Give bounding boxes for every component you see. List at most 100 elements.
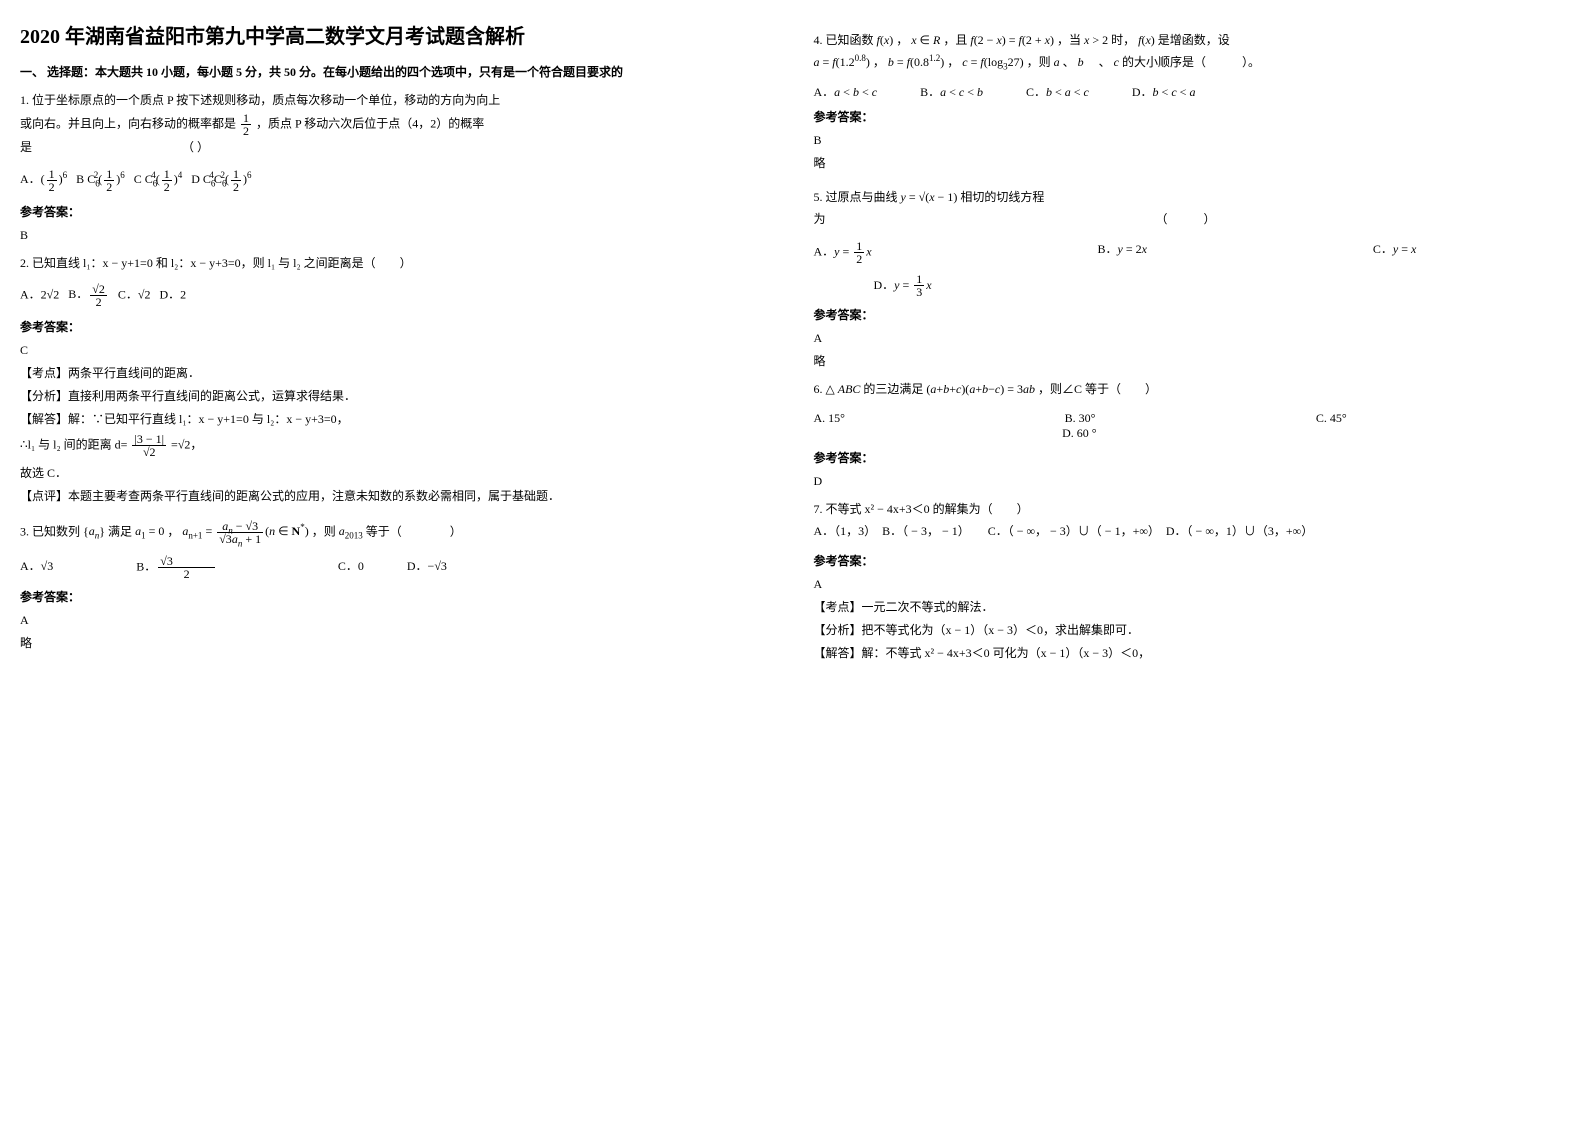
ans-label: 参考答案： (20, 318, 774, 335)
q2-kaodian: 【考点】两条平行直线间的距离． (20, 364, 774, 381)
q3-lue: 略 (20, 634, 774, 651)
q4-optA: A．a < b < c (814, 83, 878, 100)
eq-sqrt2: =√2， (171, 437, 202, 451)
q7-answer: A (814, 577, 1568, 592)
q1-text-b: 或向右。并且向上，向右移动的概率都是 (20, 116, 236, 130)
frac-half: 12 (241, 112, 251, 137)
q2-optC: C．√2 (118, 287, 151, 301)
q3-b: 满足 (108, 524, 135, 538)
q4-h: ， (947, 55, 959, 69)
q4-optC: C．b < a < c (1026, 83, 1089, 100)
q2-fenxi: 【分析】直接利用两条平行直线间的距离公式，运算求得结果． (20, 387, 774, 404)
question-7: 7. 不等式 x² − 4x+3＜0 的解集为（ ） A．（1，3） B．（ −… (814, 499, 1568, 542)
q2-jd-b-text: ∴l₁ 与 l₂ 间的距离 d= (20, 437, 127, 451)
q1-optD: D C64C62(12)6 (191, 172, 251, 186)
q3-c: ， (167, 524, 179, 538)
q4-vb: b (1078, 55, 1084, 69)
q3-optC: C．0 (338, 557, 364, 574)
q2-options: A．2√2 B．√22 C．√2 D．2 (20, 283, 774, 308)
q6-optB: B. 30° (1065, 411, 1316, 426)
q6-abc: ABC (838, 382, 861, 396)
q5-answer: A (814, 331, 1568, 346)
q6-optC: C. 45° (1316, 411, 1567, 426)
q4-j: 、 (1063, 55, 1075, 69)
q3-seq: {an} (83, 524, 105, 538)
q3-a: 3. 已知数列 (20, 524, 80, 538)
q2-text: 2. 已知直线 l₁：x − y+1=0 和 l₂：x − y+3=0，则 l₁… (20, 253, 774, 275)
q4-xgt2: x > 2 (1084, 33, 1108, 47)
page-title: 2020 年湖南省益阳市第九中学高二数学文月考试题含解析 (20, 20, 774, 49)
q4-xr: x ∈ R (911, 33, 940, 47)
q4-optD: D．b < c < a (1132, 83, 1196, 100)
q4-sym: f(2 − x) = f(2 + x) (970, 33, 1054, 47)
q2-optD: D．2 (159, 287, 186, 301)
q1-line1: 1. 位于坐标原点的一个质点 P 按下述规则移动，质点每次移动一个单位，移动的方… (20, 90, 774, 112)
q5-optC: C．y = x (1373, 240, 1416, 265)
q4-cdef: c = f(log327) (962, 55, 1023, 69)
q4-options: A．a < b < c B．a < c < b C．b < a < c D．b … (814, 83, 1568, 100)
q3-rec: an+1 = an − √3√3an + 1(n ∈ N*) (182, 524, 308, 538)
q6-a: 6. △ (814, 382, 835, 396)
q2-jieda-c: 故选 C． (20, 464, 774, 481)
q3-optA: A．√3 (20, 557, 93, 574)
q4-a: 4. 已知函数 (814, 33, 874, 47)
q3-optB: B．√32 (136, 555, 295, 580)
ans-label: 参考答案： (814, 306, 1568, 323)
q5-optB: B．y = 2x (1098, 240, 1147, 265)
q5-lue: 略 (814, 352, 1568, 369)
q1-options: A．(12)6 B C62(12)6 C C64(12)4 D C64C62(1… (20, 168, 774, 193)
section-header: 一、 选择题：本大题共 10 小题，每小题 5 分，共 50 分。在每小题给出的… (20, 63, 774, 80)
q4-lue: 略 (814, 154, 1568, 171)
q2-optA: A．2√2 (20, 287, 59, 301)
q4-l: 的大小顺序是（ ）。 (1122, 55, 1260, 69)
q4-b: ， (896, 33, 908, 47)
q4-bdef: b = f(0.81.2) (888, 55, 944, 69)
q4-answer: B (814, 133, 1568, 148)
ans-label: 参考答案： (20, 588, 774, 605)
q4-fx2: f(x) (1138, 33, 1155, 47)
q5-optA: A．y = 12x (814, 240, 872, 265)
q3-a1: a1 = 0 (135, 524, 164, 538)
q4-f: 是增函数，设 (1158, 33, 1230, 47)
q6-eq: (a+b+c)(a+b−c) = 3ab (926, 382, 1035, 396)
q6-options: A. 15° B. 30° C. 45° D. 60 ° (814, 411, 1568, 441)
question-1: 1. 位于坐标原点的一个质点 P 按下述规则移动，质点每次移动一个单位，移动的方… (20, 90, 774, 193)
q2-optB: B．√22 (68, 287, 109, 301)
q3-e: 等于（ ） (366, 524, 462, 538)
q5-curve: y = √(x − 1) (901, 190, 958, 204)
q6-optD: D. 60 ° (1062, 426, 1096, 440)
q5-optD: D．y = 13x (874, 278, 932, 292)
q5-a: 5. 过原点与曲线 (814, 190, 898, 204)
q4-e: 时， (1111, 33, 1135, 47)
q2-jieda-b: ∴l₁ 与 l₂ 间的距离 d= |3 − 1|√2 =√2， (20, 433, 774, 458)
question-3: 3. 已知数列 {an} 满足 a1 = 0 ， an+1 = an − √3√… (20, 520, 774, 545)
q7-fenxi: 【分析】把不等式化为（x − 1）（x − 3）＜0，求出解集即可． (814, 621, 1568, 638)
ans-label: 参考答案： (814, 552, 1568, 569)
q4-fx: f(x) (877, 33, 894, 47)
q3-optD: D．−√3 (407, 557, 487, 574)
q3-answer: A (20, 613, 774, 628)
q1-answer: B (20, 228, 774, 243)
q2-dianping: 【点评】本题主要考查两条平行直线间的距离公式的应用，注意未知数的系数必需相同，属… (20, 487, 774, 504)
q3-options: A．√3 B．√32 C．0 D．−√3 (20, 555, 774, 580)
q4-c: ，且 (943, 33, 967, 47)
q5-options: A．y = 12x B．y = 2x C．y = x D．y = 13x (814, 240, 1568, 298)
q7-kaodian: 【考点】一元二次不等式的解法． (814, 598, 1568, 615)
q1-text-c: ，质点 P 移动六次后位于点（4，2）的概率 (256, 116, 484, 130)
q1-optB: B C62(12)6 (76, 172, 125, 186)
frac-dist: |3 − 1|√2 (132, 433, 166, 458)
q4-adef: a = f(1.20.8) (814, 55, 870, 69)
q1-line3: 是 （ ） (20, 137, 774, 159)
q7-opts: A．（1，3） B．（ − 3， − 1） C．（ − ∞， − 3）∪（ − … (814, 521, 1568, 543)
q5-c: 为 （ ） (814, 209, 1568, 231)
q6-b: 的三边满足 (863, 382, 923, 396)
q1-optA: A．(12)6 (20, 172, 67, 186)
q7-text: 7. 不等式 x² − 4x+3＜0 的解集为（ ） (814, 499, 1568, 521)
question-5: 5. 过原点与曲线 y = √(x − 1) 相切的切线方程 为 （ ） (814, 187, 1568, 230)
question-6: 6. △ ABC 的三边满足 (a+b+c)(a+b−c) = 3ab ，则∠C… (814, 379, 1568, 401)
q6-answer: D (814, 474, 1568, 489)
question-2: 2. 已知直线 l₁：x − y+1=0 和 l₂：x − y+3=0，则 l₁… (20, 253, 774, 308)
q1-line2: 或向右。并且向上，向右移动的概率都是 12 ，质点 P 移动六次后位于点（4，2… (20, 112, 774, 137)
q5-b: 相切的切线方程 (960, 190, 1044, 204)
q3-a2013: a2013 (339, 524, 363, 538)
